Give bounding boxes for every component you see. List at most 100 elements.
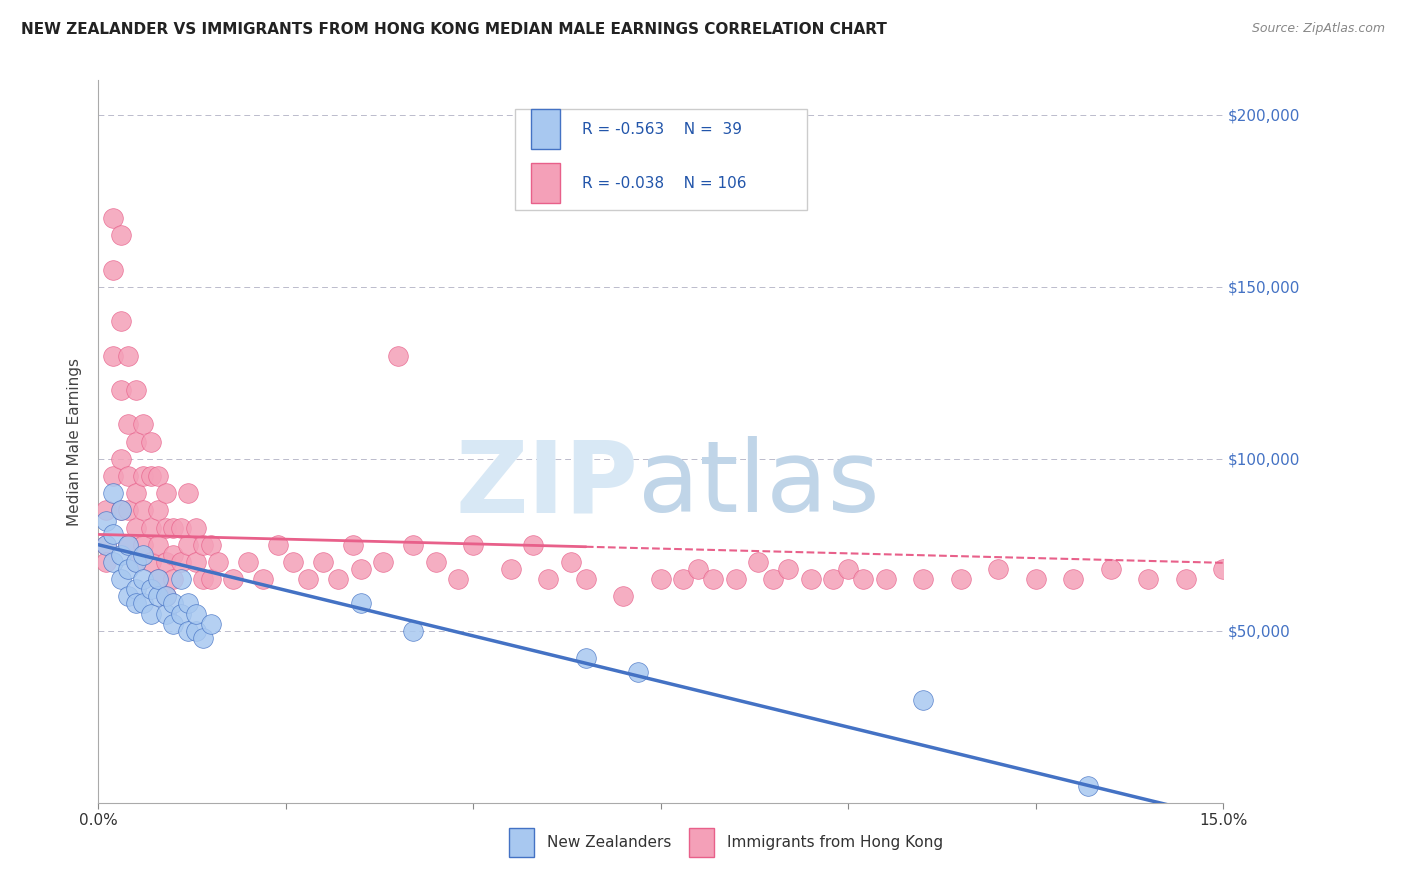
Point xyxy=(110,572,132,586)
Point xyxy=(139,469,162,483)
Point xyxy=(155,520,177,534)
Point xyxy=(170,607,193,621)
Point xyxy=(350,596,373,610)
Point xyxy=(200,616,222,631)
Point xyxy=(103,555,125,569)
Point xyxy=(132,538,155,552)
Point xyxy=(522,538,544,552)
Point xyxy=(852,572,875,586)
Point xyxy=(1399,572,1406,586)
Point xyxy=(200,538,222,552)
Point xyxy=(117,503,139,517)
Point xyxy=(155,607,177,621)
Point xyxy=(139,555,162,569)
Point xyxy=(155,555,177,569)
Point xyxy=(103,349,125,363)
Point xyxy=(132,469,155,483)
Point xyxy=(139,434,162,449)
Text: R = -0.038    N = 106: R = -0.038 N = 106 xyxy=(582,176,747,191)
Point xyxy=(463,538,485,552)
FancyBboxPatch shape xyxy=(515,109,807,211)
Point xyxy=(949,572,972,586)
Point xyxy=(103,262,125,277)
Point xyxy=(170,555,193,569)
Point xyxy=(110,548,132,562)
Point xyxy=(132,417,155,432)
Point xyxy=(499,562,522,576)
Text: NEW ZEALANDER VS IMMIGRANTS FROM HONG KONG MEDIAN MALE EARNINGS CORRELATION CHAR: NEW ZEALANDER VS IMMIGRANTS FROM HONG KO… xyxy=(21,22,887,37)
Point xyxy=(238,555,260,569)
Point xyxy=(672,572,695,586)
Point xyxy=(125,520,148,534)
Point xyxy=(117,562,139,576)
Text: Source: ZipAtlas.com: Source: ZipAtlas.com xyxy=(1251,22,1385,36)
Point xyxy=(177,538,200,552)
Point xyxy=(1062,572,1084,586)
Point xyxy=(110,314,132,328)
Point xyxy=(837,562,859,576)
Point xyxy=(267,538,290,552)
Point xyxy=(1250,572,1272,586)
Point xyxy=(342,538,364,552)
Point xyxy=(650,572,672,586)
Point xyxy=(1362,572,1385,586)
Point xyxy=(537,572,560,586)
Point xyxy=(103,527,125,541)
Point xyxy=(110,503,132,517)
Point xyxy=(823,572,845,586)
Point xyxy=(560,555,582,569)
Point xyxy=(373,555,395,569)
Point xyxy=(117,469,139,483)
Point xyxy=(184,624,207,638)
Point xyxy=(177,624,200,638)
Point xyxy=(94,538,117,552)
Point xyxy=(747,555,769,569)
Point xyxy=(170,572,193,586)
Point xyxy=(125,434,148,449)
Point xyxy=(350,562,373,576)
Point xyxy=(875,572,897,586)
Point xyxy=(162,548,184,562)
Point xyxy=(155,590,177,604)
Point xyxy=(312,555,335,569)
Point xyxy=(1286,572,1309,586)
Point xyxy=(148,538,170,552)
Point xyxy=(162,572,184,586)
Point xyxy=(132,596,155,610)
Point xyxy=(125,555,148,569)
Point xyxy=(125,596,148,610)
Point xyxy=(193,572,215,586)
Point xyxy=(132,572,155,586)
Point xyxy=(297,572,319,586)
Point xyxy=(148,572,170,586)
Point xyxy=(762,572,785,586)
Point xyxy=(328,572,350,586)
Point xyxy=(575,651,598,665)
Point xyxy=(110,503,132,517)
Point xyxy=(184,555,207,569)
Point xyxy=(425,555,447,569)
Point xyxy=(110,383,132,397)
Point xyxy=(162,520,184,534)
Point xyxy=(387,349,409,363)
Point xyxy=(148,469,170,483)
Point xyxy=(139,582,162,597)
Point xyxy=(162,616,184,631)
Point xyxy=(148,503,170,517)
Point xyxy=(162,596,184,610)
Point xyxy=(94,514,117,528)
Point xyxy=(94,503,117,517)
Point xyxy=(912,572,935,586)
Point xyxy=(139,607,162,621)
Text: atlas: atlas xyxy=(638,436,880,533)
Point xyxy=(1212,562,1234,576)
Point xyxy=(193,631,215,645)
Point xyxy=(688,562,710,576)
Point xyxy=(177,486,200,500)
Point xyxy=(125,486,148,500)
Point xyxy=(402,624,425,638)
Point xyxy=(702,572,724,586)
Point xyxy=(184,607,207,621)
Point xyxy=(103,469,125,483)
Point xyxy=(148,590,170,604)
